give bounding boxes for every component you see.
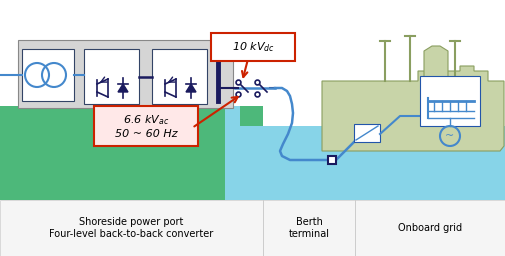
FancyBboxPatch shape: [0, 200, 505, 256]
FancyBboxPatch shape: [328, 156, 336, 164]
FancyBboxPatch shape: [22, 49, 74, 101]
Polygon shape: [186, 84, 196, 92]
Text: ~: ~: [445, 131, 455, 141]
FancyBboxPatch shape: [211, 33, 295, 61]
Text: 6.6 $kV_{ac}$
50 ~ 60 Hz: 6.6 $kV_{ac}$ 50 ~ 60 Hz: [115, 113, 177, 139]
Polygon shape: [424, 46, 448, 81]
FancyBboxPatch shape: [354, 124, 380, 142]
Text: Berth
terminal: Berth terminal: [288, 217, 329, 239]
FancyBboxPatch shape: [84, 49, 139, 104]
Polygon shape: [225, 106, 263, 200]
Text: Onboard grid: Onboard grid: [398, 223, 462, 233]
FancyBboxPatch shape: [18, 40, 233, 108]
Polygon shape: [322, 66, 504, 151]
FancyBboxPatch shape: [94, 106, 198, 146]
Polygon shape: [118, 84, 128, 92]
Polygon shape: [240, 126, 505, 200]
Text: 10 $kV_{dc}$: 10 $kV_{dc}$: [232, 40, 274, 54]
Polygon shape: [0, 106, 263, 200]
FancyBboxPatch shape: [420, 76, 480, 126]
Text: Shoreside power port
Four-level back-to-back converter: Shoreside power port Four-level back-to-…: [49, 217, 213, 239]
FancyBboxPatch shape: [152, 49, 207, 104]
